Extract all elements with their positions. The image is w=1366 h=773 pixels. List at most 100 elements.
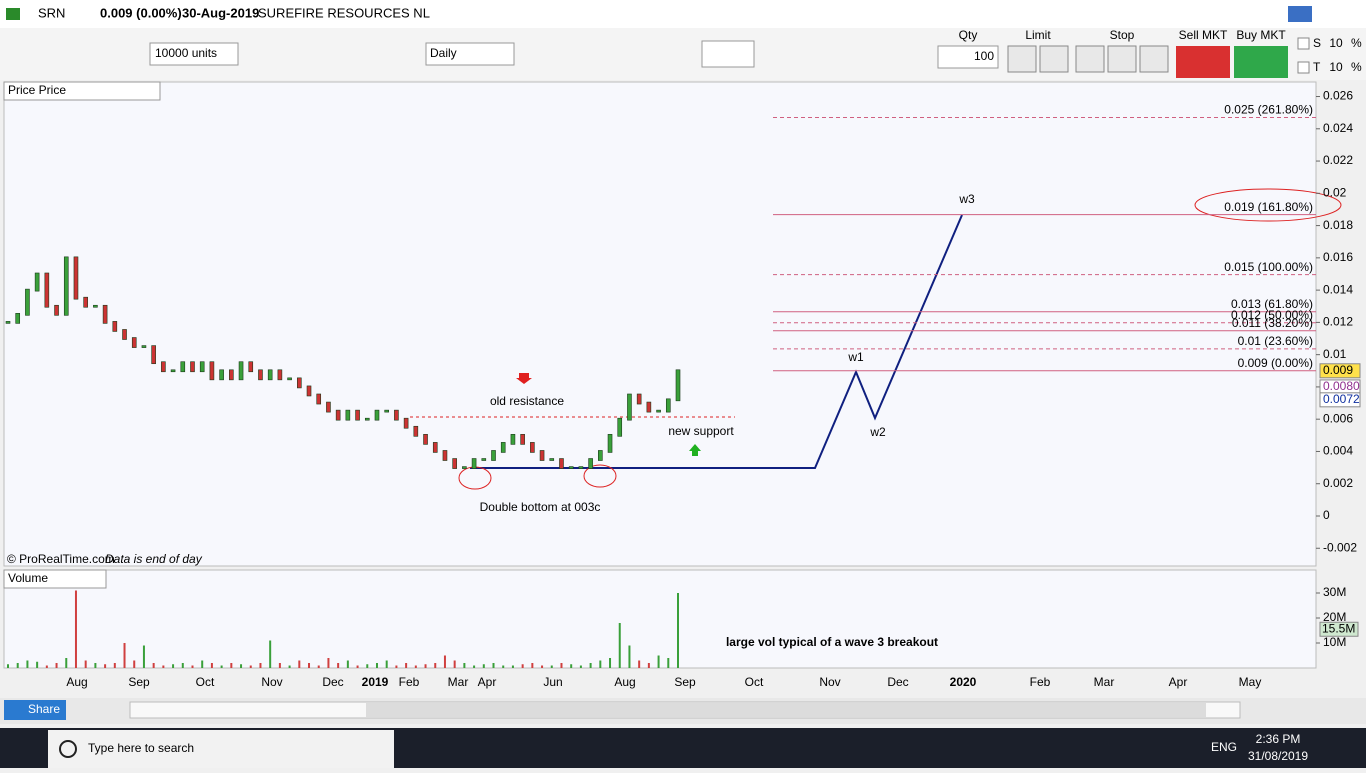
language: ENG: [1211, 740, 1237, 754]
title-bar: [0, 0, 1366, 28]
volume-bar: [74, 590, 77, 668]
price-bar: [238, 361, 244, 381]
volume-bar: [113, 663, 116, 668]
price-bar: [636, 393, 642, 405]
share-button[interactable]: [4, 700, 66, 720]
s-pct: %: [1351, 36, 1362, 50]
price-panel: [3, 81, 1317, 567]
price-bar: [423, 434, 428, 445]
y-tick-label: 0.016: [1323, 250, 1353, 264]
wave-projection: [470, 214, 963, 469]
price-bar: [598, 450, 603, 461]
volume-bar: [366, 664, 369, 668]
x-tick-label: Jun: [543, 675, 562, 689]
volume-bar: [356, 665, 359, 668]
volume-bar: [473, 665, 476, 668]
price-bar: [102, 304, 108, 324]
price-bar: [34, 272, 40, 292]
chart-type-button[interactable]: [701, 40, 755, 68]
qty-input[interactable]: [937, 45, 999, 69]
volume-bar: [618, 623, 621, 668]
price-bar: [403, 417, 409, 429]
volume-bar: [181, 663, 184, 668]
price-bar: [297, 377, 302, 389]
fib-label: 0.009 (0.00%): [1238, 356, 1313, 370]
price-bar: [258, 369, 263, 381]
price-bar: [462, 466, 467, 469]
stop-3[interactable]: [1139, 45, 1169, 73]
price-bar: [442, 450, 448, 461]
units-select[interactable]: [149, 42, 239, 66]
volume-bar: [337, 663, 340, 668]
period-select[interactable]: [425, 42, 515, 66]
price-bar: [170, 369, 176, 373]
y-tick-label: 0.002: [1323, 476, 1353, 490]
limit-sell[interactable]: [1039, 45, 1069, 73]
scroll-thumb[interactable]: [366, 703, 1206, 717]
s-checkbox[interactable]: [1297, 37, 1310, 50]
volume-panel: [3, 569, 1317, 669]
price-bar: [617, 417, 623, 437]
price-bar: [44, 272, 50, 308]
price-bar: [83, 296, 88, 308]
volume-bar: [162, 665, 165, 668]
price-bar: [432, 442, 438, 453]
price-bar: [510, 434, 516, 445]
stop-1[interactable]: [1075, 45, 1105, 73]
volume-bar: [424, 664, 427, 668]
keyboard-button[interactable]: [1288, 6, 1312, 22]
volume-bar: [16, 663, 19, 668]
volume-bar: [570, 664, 573, 668]
volume-bar: [327, 658, 330, 668]
price-bar: [335, 409, 341, 421]
qty-label: Qty: [959, 28, 978, 42]
price-bar: [559, 458, 564, 469]
x-tick-label: Mar: [1094, 675, 1115, 689]
clock-date: 31/08/2019: [1248, 749, 1308, 763]
price-bar: [607, 434, 613, 453]
stop-label: Stop: [1110, 28, 1135, 42]
y-tick-label: 0.006: [1323, 411, 1353, 425]
volume-bar: [463, 663, 466, 668]
price-bar: [161, 361, 166, 373]
volume-bar: [230, 663, 233, 668]
buy-button[interactable]: [1234, 46, 1288, 78]
bottom-circle: [583, 464, 617, 488]
volume-bar: [492, 663, 495, 668]
price-bar: [471, 458, 477, 469]
price-bar: [394, 409, 399, 421]
limit-buy[interactable]: [1007, 45, 1037, 73]
period: Daily: [430, 46, 457, 60]
t-checkbox[interactable]: [1297, 61, 1310, 74]
price-bar: [122, 329, 127, 340]
sell-button[interactable]: [1176, 46, 1230, 78]
x-tick-label: Dec: [887, 675, 908, 689]
price-label: 0.0080: [1323, 379, 1360, 393]
x-tick-label: Nov: [261, 675, 282, 689]
price-bar: [180, 361, 186, 373]
volume-bar: [511, 665, 514, 668]
search-box[interactable]: [48, 730, 394, 768]
annotation: large vol typical of a wave 3 breakout: [726, 635, 938, 649]
x-tick-label: Dec: [322, 675, 343, 689]
price-bar: [588, 458, 593, 469]
volume-bar: [152, 663, 155, 668]
price-bar: [627, 393, 632, 421]
price-bar: [578, 466, 584, 469]
date: 30-Aug-2019: [182, 5, 259, 20]
x-tick-label: Feb: [1030, 675, 1051, 689]
price-bar: [481, 458, 487, 461]
stop-2[interactable]: [1107, 45, 1137, 73]
price-bar: [287, 377, 292, 381]
symbol: SRN: [38, 5, 65, 20]
annotation: w1: [847, 350, 864, 364]
volume-bar: [133, 660, 136, 668]
volume-bar: [308, 663, 311, 668]
price-bar: [374, 409, 380, 421]
price-label-box: [1319, 392, 1361, 408]
clock-time: 2:36 PM: [1256, 732, 1301, 746]
search-icon: [59, 740, 77, 758]
price-bar: [568, 466, 574, 469]
x-tick-label: Oct: [196, 675, 215, 689]
